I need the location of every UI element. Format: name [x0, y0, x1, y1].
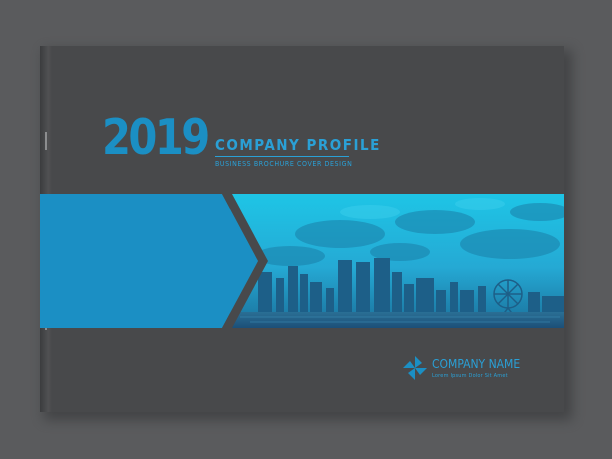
brochure-cover: 2019 COMPANY PROFILE BUSINESS BROCHURE C… — [40, 46, 564, 412]
title-rule — [215, 156, 349, 157]
cover-title: COMPANY PROFILE — [215, 136, 381, 154]
company-name: COMPANY NAME — [432, 357, 521, 371]
cover-subtitle: BUSINESS BROCHURE COVER DESIGN — [215, 160, 353, 168]
cover-year: 2019 — [102, 109, 210, 166]
city-photo-band — [40, 194, 564, 328]
staple-top — [45, 132, 47, 150]
pinwheel-logo-icon — [402, 355, 428, 381]
company-tagline: Lorem Ipsum Dolor Sit Amet — [432, 373, 508, 379]
city-skyline-image — [40, 194, 564, 328]
